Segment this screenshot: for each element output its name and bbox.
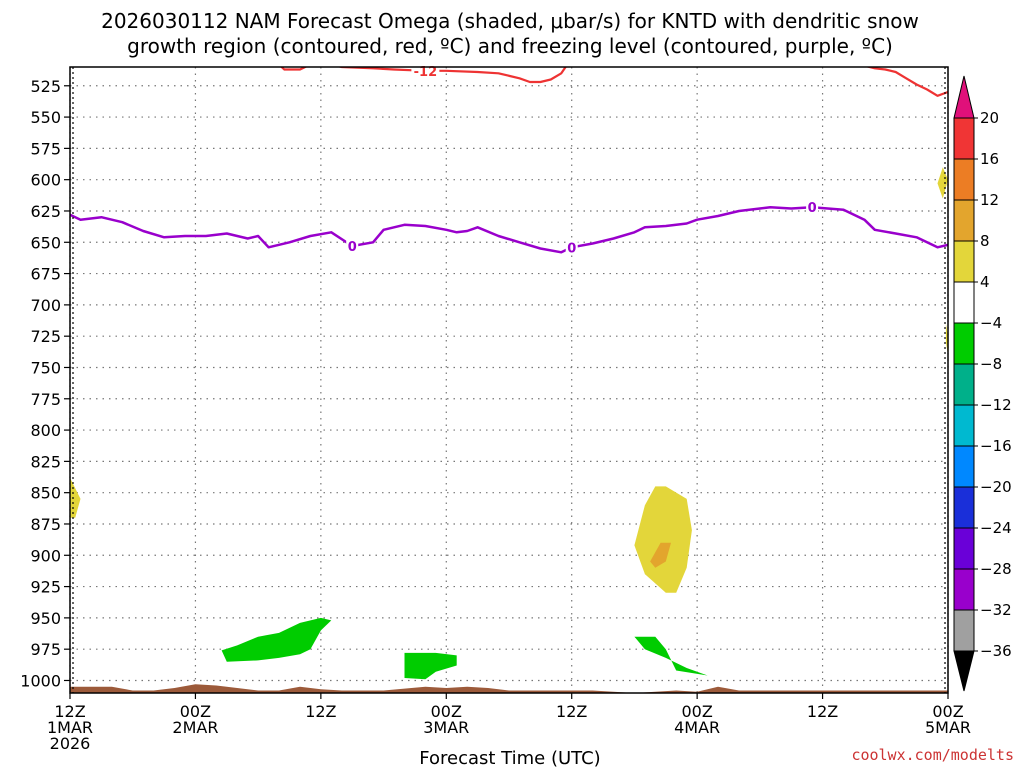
colorbar-segment (953, 240, 975, 283)
colorbar-segment (953, 404, 975, 447)
credit-text: coolwx.com/modelts (851, 746, 1014, 764)
x-tick-label: 00Z (431, 702, 462, 721)
y-tick-label: 950 (30, 609, 61, 628)
colorbar-label: −32 (980, 601, 1012, 619)
colorbar-label: −20 (980, 478, 1012, 496)
y-tick-label: 700 (30, 296, 61, 315)
x-axis-label: Forecast Time (UTC) (419, 748, 600, 768)
y-tick-label: 575 (30, 139, 61, 158)
colorbar-label: 16 (980, 150, 999, 168)
y-tick-label: 825 (30, 452, 61, 471)
chart-title-line-1: 2026030112 NAM Forecast Omega (shaded, μ… (101, 9, 919, 33)
y-tick-label: 875 (30, 515, 61, 534)
y-tick-label: 900 (30, 546, 61, 565)
x-tick-label: 00Z (932, 702, 963, 721)
colorbar-segment (953, 281, 975, 324)
plot-background (70, 67, 948, 693)
plot-border (69, 66, 949, 694)
y-tick-label: 850 (30, 484, 61, 503)
x-tick-label: 00Z (681, 702, 712, 721)
y-tick-label: 550 (30, 108, 61, 127)
y-tick-label: 800 (30, 421, 61, 440)
y-tick-label: 650 (30, 233, 61, 252)
colorbar-top-extend (953, 75, 975, 119)
dgz-contour-segment (865, 67, 948, 97)
colorbar-bottom-extend (953, 650, 975, 692)
x-tick-label: 5MAR (925, 718, 971, 737)
colorbar-segment (953, 568, 975, 611)
omega-region-upward (634, 636, 708, 676)
freezing-level-label: 0 (348, 240, 357, 255)
omega-region-downward (937, 167, 948, 199)
x-tick-label: 00Z (180, 702, 211, 721)
omega-region-upward (221, 617, 332, 662)
colorbar-label: −16 (980, 437, 1012, 455)
y-tick-label: 925 (30, 578, 61, 597)
y-tick-label: 525 (30, 77, 61, 96)
colorbar-label: −4 (980, 314, 1002, 332)
colorbar-label: −12 (980, 396, 1012, 414)
colorbar-segment (953, 322, 975, 365)
x-tick-label: 12Z (556, 702, 587, 721)
omega-colorbar: −36 −32 −28 −24 −20 −16 −12 −8 −4 4 8 12 16 20 (953, 75, 1012, 692)
colorbar-label: 12 (980, 191, 999, 209)
dgz-contour-segment (280, 67, 308, 71)
dgz-contour-label: -12 (414, 65, 438, 80)
freezing-label-bg (806, 199, 819, 216)
colorbar-segment (953, 363, 975, 406)
x-tick-label: 2MAR (172, 718, 218, 737)
colorbar-segment (953, 445, 975, 488)
chart-title-line-2: growth region (contoured, red, ºC) and f… (127, 34, 893, 58)
colorbar-label: 20 (980, 109, 999, 127)
freezing-level-contour (70, 205, 948, 254)
x-tick-label: 3MAR (423, 718, 469, 737)
x-tick-label: 1MAR (47, 718, 93, 737)
omega-region-downward (634, 486, 692, 593)
colorbar-segment (953, 199, 975, 242)
freezing-label-bg (565, 239, 578, 256)
freezing-level-label: 0 (567, 241, 576, 256)
colorbar-segment (953, 486, 975, 529)
omega-region-upward (404, 652, 457, 680)
x-tick-label: 2026 (50, 734, 91, 753)
plot-area: 0 0 0 -12 525 550 575 600 625 650 675 700 725 750 775 8… (20, 62, 971, 753)
y-tick-label: 725 (30, 327, 61, 346)
colorbar-label: −36 (980, 642, 1012, 660)
colorbar-segment (953, 609, 975, 652)
colorbar-label: −24 (980, 519, 1012, 537)
colorbar-segment (953, 158, 975, 201)
x-tick-label: 12Z (807, 702, 838, 721)
colorbar-label: −28 (980, 560, 1012, 578)
terrain-fill (70, 684, 948, 693)
y-tick-label: 750 (30, 358, 61, 377)
y-tick-label: 1000 (20, 671, 61, 690)
y-tick-label: 675 (30, 265, 61, 284)
x-tick-label: 4MAR (674, 718, 720, 737)
plot-clipped-content (70, 67, 948, 693)
freezing-level-label: 0 (808, 201, 817, 216)
omega-region-downward (650, 542, 671, 568)
y-tick-label: 775 (30, 390, 61, 409)
colorbar-label: 4 (980, 273, 990, 291)
colorbar-label: −8 (980, 355, 1002, 373)
freezing-label-bg (346, 238, 359, 255)
colorbar-label: 8 (980, 232, 990, 250)
colorbar-segment (953, 117, 975, 160)
x-tick-label: 12Z (54, 702, 85, 721)
y-tick-label: 625 (30, 202, 61, 221)
colorbar-segment (953, 527, 975, 570)
dgz-contour-segment (337, 67, 567, 84)
y-tick-label: 975 (30, 640, 61, 659)
x-tick-label: 12Z (305, 702, 336, 721)
y-tick-label: 600 (30, 171, 61, 190)
